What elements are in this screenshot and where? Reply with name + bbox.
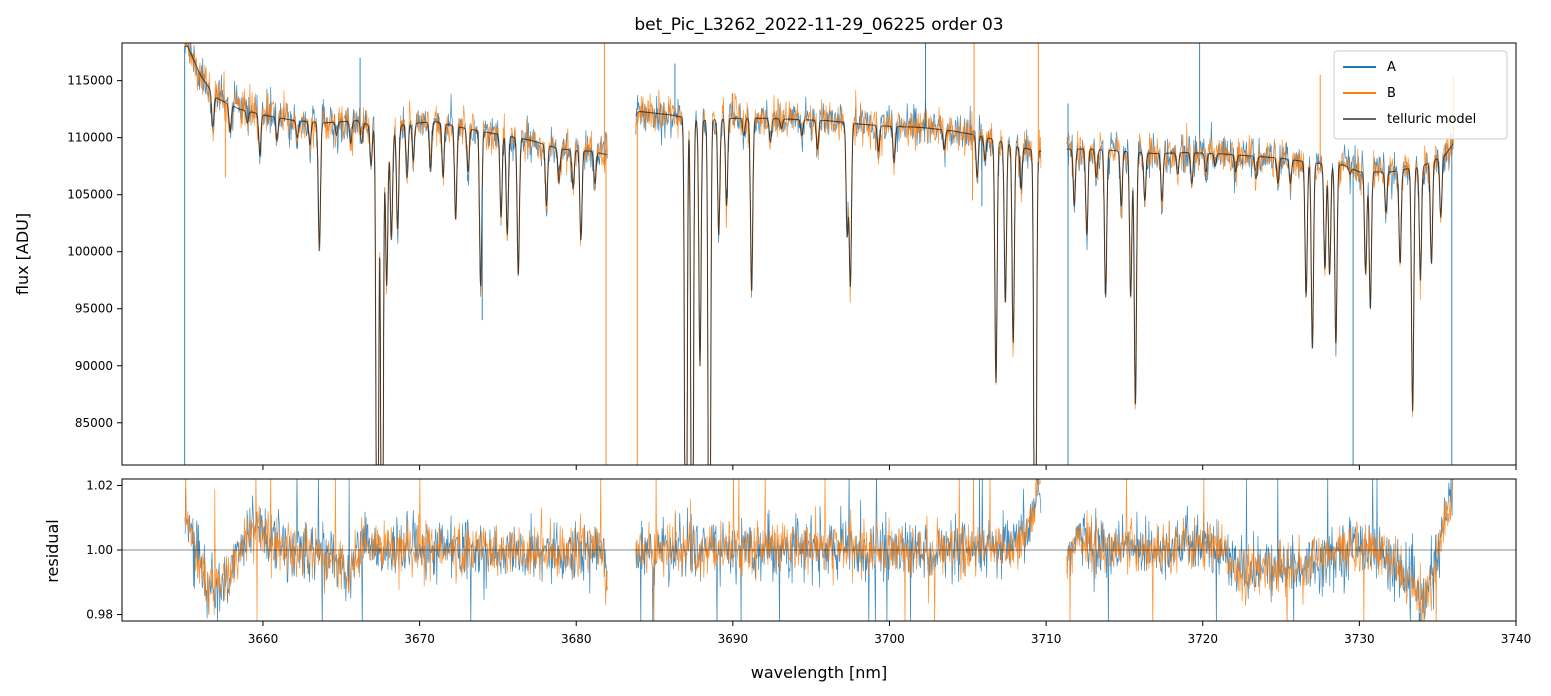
flux-y-axis-label: flux [ADU] (13, 213, 32, 295)
chart-title: bet_Pic_L3262_2022-11-29_06225 order 03 (634, 15, 1003, 35)
residual-y-axis-label: residual (43, 519, 62, 582)
flux-y-tick-label: 95000 (75, 302, 113, 316)
legend: A B telluric model (1333, 50, 1508, 140)
residual-y-tick-label: 1.00 (86, 543, 113, 557)
residual-x-tick-label: 3710 (1031, 632, 1062, 646)
residual-x-tick-label: 3700 (874, 632, 905, 646)
residual-y-ticks: 0.98 1.00 1.02 (86, 478, 122, 622)
flux-y-tick-label: 115000 (67, 74, 113, 88)
telluric-model-line (184, 45, 1454, 465)
residual-axes: 0.98 1.00 1.02 3660 3670 3680 3690 3700 3710 372… (43, 478, 1532, 682)
flux-axes: 850009000095000100000105000110000115000 … (13, 42, 1517, 470)
residual-x-tick-label: 3730 (1344, 632, 1375, 646)
flux-axes-frame (121, 42, 1517, 466)
flux-y-tick-label: 85000 (75, 416, 113, 430)
residual-x-tick-label: 3680 (561, 632, 592, 646)
residual-x-ticks: 3660 3670 3680 3690 3700 3710 3720 3730 3740 (248, 621, 1532, 646)
legend-label-telluric-model: telluric model (1387, 112, 1476, 127)
flux-y-tick-label: 90000 (75, 359, 113, 373)
residual-x-tick-label: 3690 (718, 632, 749, 646)
residual-x-tick-label: 3720 (1187, 632, 1218, 646)
flux-series-group (184, 43, 1454, 465)
legend-label-a: A (1387, 60, 1396, 75)
residual-series-group (184, 479, 1454, 621)
residual-x-tick-label: 3740 (1501, 632, 1532, 646)
flux-x-ticks (262, 465, 1517, 470)
legend-box (1333, 50, 1508, 140)
residual-y-tick-label: 0.98 (86, 608, 113, 622)
x-axis-label: wavelength [nm] (751, 663, 888, 682)
flux-y-tick-label: 100000 (67, 245, 113, 259)
legend-label-b: B (1387, 86, 1396, 101)
flux-y-ticks: 85000 90000 95000 100000 105000 110000 115000 (67, 74, 122, 430)
residual-x-tick-label: 3670 (404, 632, 435, 646)
flux-y-tick-label: 110000 (67, 131, 113, 145)
residual-x-tick-label: 3660 (248, 632, 279, 646)
flux-y-tick-label: 105000 (67, 188, 113, 202)
residual-b-line (184, 479, 1454, 621)
residual-y-tick-label: 1.02 (86, 478, 113, 492)
